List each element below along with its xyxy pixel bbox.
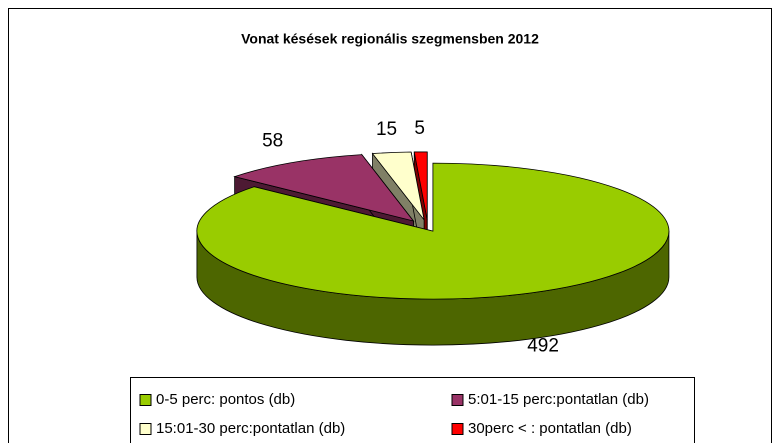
- slice: [196, 162, 670, 300]
- chart-title: Vonat késések regionális szegmensben 201…: [241, 31, 539, 47]
- legend-swatch: [451, 394, 464, 406]
- legend-label: 5:01-15 perc:pontatlan (db): [468, 391, 649, 408]
- data-label: 5: [414, 118, 425, 139]
- legend-swatch: [139, 394, 152, 406]
- data-label: 15: [376, 119, 397, 140]
- pie: 492 58 15 5: [196, 118, 670, 356]
- legend-label: 0-5 perc: pontos (db): [156, 391, 295, 408]
- legend-box: [130, 377, 695, 443]
- slice: [413, 151, 428, 220]
- legend-swatch: [451, 423, 464, 435]
- legend-label: 15:01-30 perc:pontatlan (db): [156, 420, 345, 437]
- data-label: 492: [527, 335, 559, 356]
- legend-swatch: [139, 423, 152, 435]
- legend: 0-5 perc: pontos (db) 5:01-15 perc:pontat…: [139, 391, 649, 437]
- data-label: 58: [262, 130, 283, 151]
- slice: [371, 151, 425, 221]
- legend-label: 30perc < : pontatlan (db): [468, 420, 632, 437]
- slice: [233, 154, 415, 222]
